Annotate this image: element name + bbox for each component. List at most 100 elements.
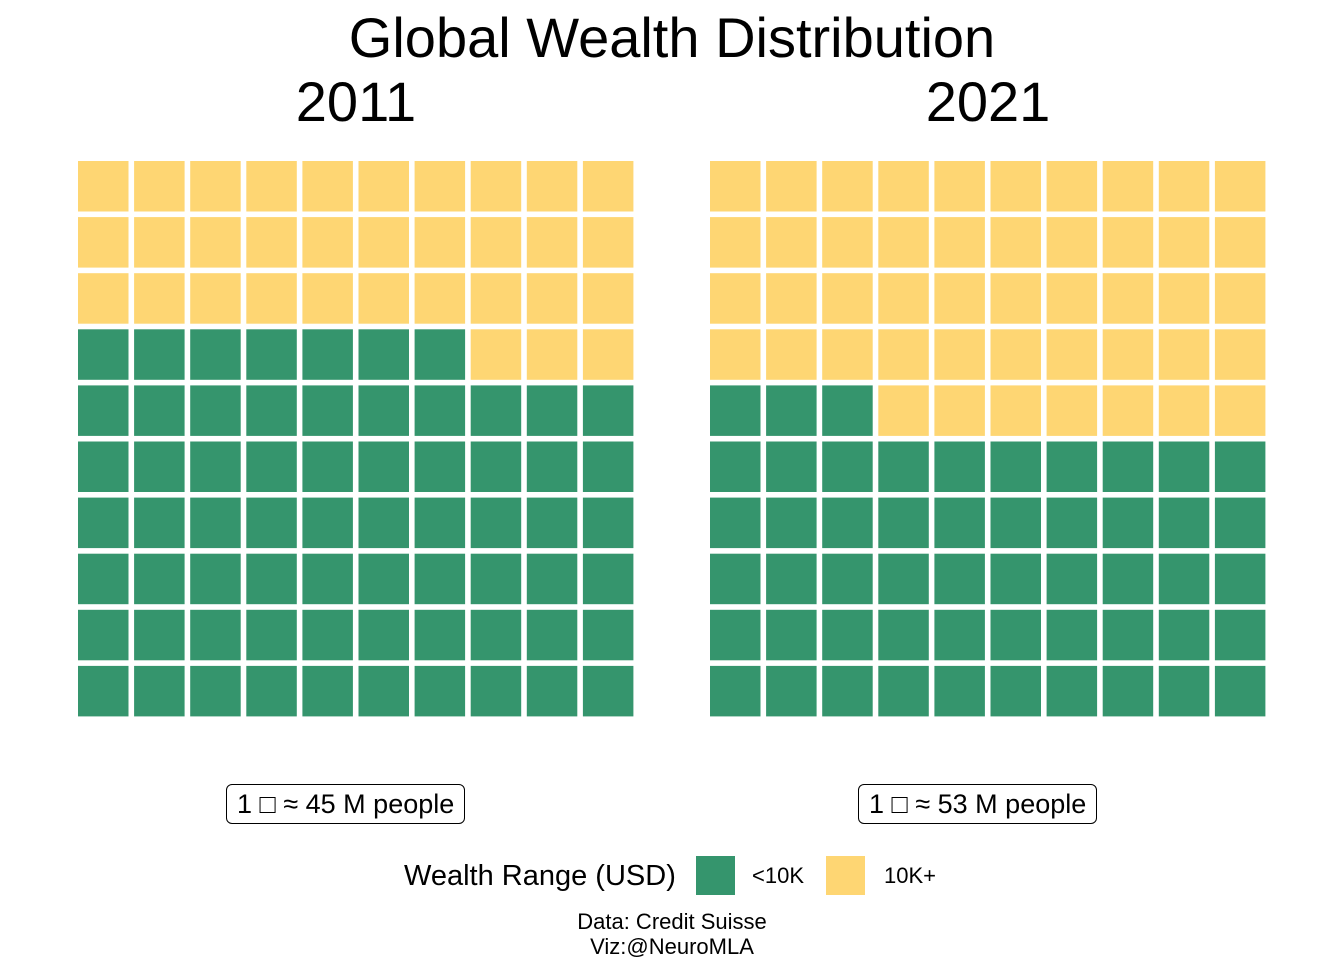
waffle-tile-over-10k (766, 329, 817, 380)
waffle-tile-under-10k (526, 665, 578, 717)
waffle-tile-under-10k (1214, 497, 1266, 549)
waffle-tile-under-10k (1158, 497, 1210, 549)
waffle-tile-under-10k (822, 553, 873, 605)
waffle-tile-under-10k (358, 441, 409, 492)
waffle-tile-under-10k (134, 385, 185, 436)
waffle-tile-under-10k (246, 441, 297, 492)
waffle-tile-under-10k (878, 665, 929, 717)
waffle-tile-over-10k (822, 217, 873, 268)
waffle-tile-under-10k (1158, 609, 1210, 661)
waffle-tile-under-10k (190, 385, 241, 436)
waffle-tile-over-10k (934, 273, 985, 324)
waffle-tile-under-10k (358, 329, 409, 380)
caption-source: Data: Credit Suisse (577, 909, 767, 934)
waffle-tile-under-10k (766, 609, 817, 661)
waffle-tile-over-10k (302, 217, 353, 268)
waffle-tile-over-10k (1158, 273, 1210, 324)
waffle-tile-under-10k (710, 609, 761, 661)
waffle-tile-over-10k (822, 329, 873, 380)
waffle-tile-over-10k (134, 273, 185, 324)
waffle-tile-over-10k (878, 273, 929, 324)
waffle-tile-over-10k (1102, 273, 1154, 324)
waffle-tile-under-10k (414, 497, 466, 549)
waffle-tile-under-10k (358, 497, 409, 549)
waffle-tile-under-10k (302, 553, 353, 605)
waffle-tile-under-10k (78, 665, 129, 717)
waffle-tile-under-10k (878, 497, 929, 549)
waffle-tile-under-10k (414, 329, 466, 380)
waffle-tile-over-10k (1046, 385, 1098, 436)
waffle-tile-under-10k (526, 385, 578, 436)
waffle-tile-under-10k (302, 609, 353, 661)
waffle-tile-under-10k (246, 385, 297, 436)
waffle-tile-over-10k (78, 161, 129, 212)
waffle-tile-under-10k (582, 665, 634, 717)
waffle-tile-under-10k (766, 553, 817, 605)
waffle-tile-under-10k (1214, 609, 1266, 661)
waffle-tile-over-10k (1102, 329, 1154, 380)
waffle-tile-over-10k (134, 161, 185, 212)
waffle-tile-under-10k (190, 665, 241, 717)
waffle-tile-under-10k (78, 553, 129, 605)
waffle-tile-over-10k (1102, 385, 1154, 436)
waffle-tile-under-10k (302, 385, 353, 436)
waffle-tile-over-10k (582, 273, 634, 324)
waffle-tile-under-10k (1102, 609, 1154, 661)
waffle-tile-over-10k (78, 273, 129, 324)
waffle-tile-under-10k (934, 497, 985, 549)
caption-viz: Viz:@NeuroMLA (590, 934, 754, 959)
waffle-tile-under-10k (990, 497, 1041, 549)
waffle-tile-under-10k (78, 441, 129, 492)
waffle-tile-over-10k (934, 217, 985, 268)
waffle-tile-under-10k (414, 385, 466, 436)
waffle-tile-under-10k (582, 609, 634, 661)
waffle-tile-over-10k (1158, 385, 1210, 436)
waffle-tile-over-10k (582, 329, 634, 380)
waffle-tile-over-10k (414, 217, 466, 268)
waffle-tile-under-10k (302, 497, 353, 549)
waffle-tile-under-10k (878, 441, 929, 492)
scale-note-2011: 1 □ ≈ 45 M people (226, 784, 466, 824)
waffle-tile-over-10k (990, 161, 1041, 212)
waffle-tile-under-10k (1046, 665, 1098, 717)
waffle-tile-under-10k (134, 609, 185, 661)
waffle-tile-over-10k (302, 161, 353, 212)
waffle-tile-over-10k (358, 217, 409, 268)
waffle-tile-over-10k (1214, 385, 1266, 436)
legend-key-under-10k (696, 856, 735, 895)
waffle-tile-under-10k (990, 609, 1041, 661)
waffle-tile-under-10k (358, 553, 409, 605)
waffle-tile-under-10k (1046, 609, 1098, 661)
waffle-tile-under-10k (822, 441, 873, 492)
waffle-tile-under-10k (582, 441, 634, 492)
waffle-tile-over-10k (1102, 161, 1154, 212)
waffle-tile-under-10k (526, 441, 578, 492)
waffle-tile-under-10k (990, 553, 1041, 605)
waffle-tile-under-10k (934, 441, 985, 492)
waffle-tile-over-10k (1102, 217, 1154, 268)
waffle-tile-under-10k (470, 665, 522, 717)
waffle-tile-under-10k (710, 385, 761, 436)
waffle-tile-over-10k (414, 273, 466, 324)
waffle-tile-under-10k (878, 553, 929, 605)
waffle-tile-over-10k (1158, 217, 1210, 268)
waffle-tile-under-10k (582, 497, 634, 549)
waffle-tile-under-10k (1214, 441, 1266, 492)
waffle-tile-under-10k (1214, 553, 1266, 605)
waffle-tile-over-10k (878, 385, 929, 436)
waffle-tile-under-10k (78, 609, 129, 661)
waffle-tile-under-10k (134, 497, 185, 549)
waffle-tile-over-10k (1158, 329, 1210, 380)
waffle-tile-under-10k (78, 329, 129, 380)
waffle-tile-over-10k (526, 329, 578, 380)
waffle-tile-under-10k (582, 385, 634, 436)
waffle-tile-under-10k (190, 329, 241, 380)
waffle-tile-under-10k (190, 441, 241, 492)
waffle-tile-over-10k (1046, 161, 1098, 212)
waffle-tile-over-10k (526, 161, 578, 212)
waffle-tile-under-10k (822, 497, 873, 549)
waffle-tile-under-10k (134, 553, 185, 605)
waffle-tile-under-10k (470, 609, 522, 661)
waffle-tile-over-10k (470, 273, 522, 324)
waffle-tile-under-10k (190, 497, 241, 549)
